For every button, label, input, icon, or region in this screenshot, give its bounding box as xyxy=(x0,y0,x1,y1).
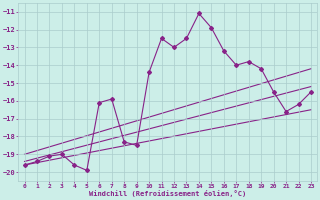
X-axis label: Windchill (Refroidissement éolien,°C): Windchill (Refroidissement éolien,°C) xyxy=(89,190,246,197)
